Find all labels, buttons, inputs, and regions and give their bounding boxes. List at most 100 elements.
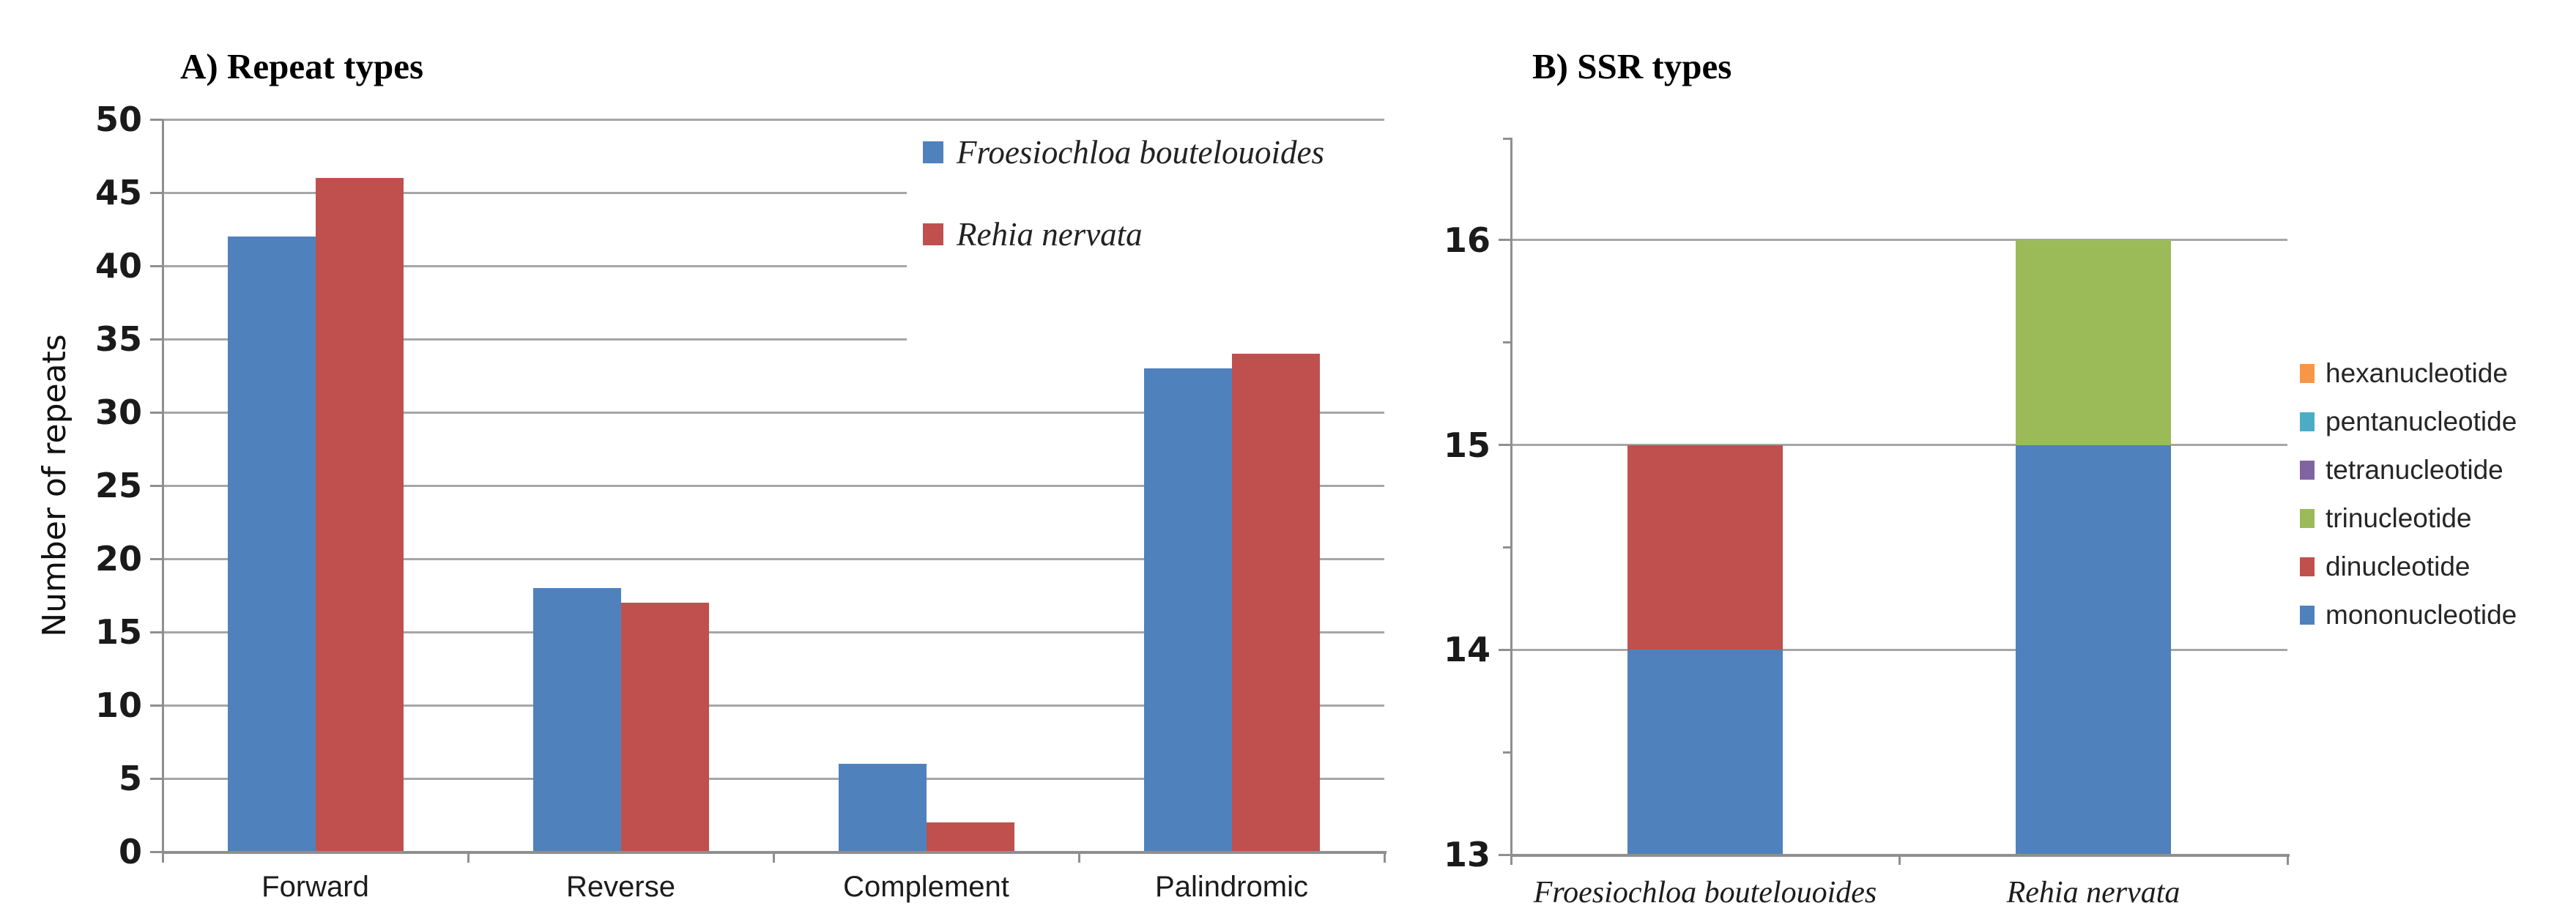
legend-item-pentanucleotide: pentanucleotide xyxy=(2300,406,2576,438)
legend-item-tetranucleotide: tetranucleotide xyxy=(2300,454,2576,486)
y-tick-label-14: 14 xyxy=(1443,630,1491,670)
x-tick-boundary-1 xyxy=(1898,855,1901,865)
legend-item-froesiochloa-boutelouoides: Froesiochloa boutelouoides xyxy=(923,132,1324,173)
y-axis-line xyxy=(1510,138,1512,858)
plot-area-ssr-types: 13 14 15 16 Froesiochloa boutelouoides Rehia … xyxy=(1444,138,2290,910)
y-tick-25 xyxy=(150,484,163,487)
y-axis-line xyxy=(162,119,164,855)
y-tick-label-25: 25 xyxy=(94,466,142,505)
x-category-label-rehia-nervata: Rehia nervata xyxy=(2006,876,2180,910)
legend-ssr-types: hexanucleotide pentanucleotide tetranucleo… xyxy=(2300,357,2576,647)
y-tick-label-0: 0 xyxy=(118,832,142,871)
legend-item-rehia-nervata: Rehia nervata xyxy=(923,214,1143,255)
x-tick-boundary-3 xyxy=(1077,852,1080,863)
x-tick-boundary-1 xyxy=(467,852,469,863)
y-tick-label-5: 5 xyxy=(118,759,142,798)
legend-swatch-rehia-nervata xyxy=(923,223,943,245)
y-tick-label-40: 40 xyxy=(94,246,142,286)
gridline-25 xyxy=(163,484,1384,487)
legend-label-hexanucleotide: hexanucleotide xyxy=(2326,358,2508,388)
y-tick-40 xyxy=(150,264,163,267)
bar-palindromic-rehia-nervata xyxy=(1231,354,1320,852)
gridline-14 xyxy=(1511,648,2287,651)
y-tick-45 xyxy=(150,191,163,194)
y-tick-label-20: 20 xyxy=(94,539,142,579)
legend-swatch-trinucleotide xyxy=(2300,509,2315,528)
bar-segment-froesiochloa-boutelouoides-dinucleotide xyxy=(1627,445,1783,650)
gridline-5 xyxy=(163,777,1384,780)
y-tick-label-45: 45 xyxy=(94,173,142,212)
legend-label-froesiochloa-boutelouoides: Froesiochloa boutelouoides xyxy=(957,134,1325,171)
y-tick-15 xyxy=(150,631,163,633)
gridline-30 xyxy=(163,411,1384,414)
gridline-15 xyxy=(1511,444,2287,447)
bar-reverse-froesiochloa-boutelouoides xyxy=(532,588,621,852)
legend-label-dinucleotide: dinucleotide xyxy=(2326,551,2471,581)
legend-swatch-dinucleotide xyxy=(2300,557,2315,576)
bar-segment-rehia-nervata-mononucleotide xyxy=(2016,445,2171,855)
x-tick-boundary-4 xyxy=(1383,852,1386,863)
bar-segment-froesiochloa-boutelouoides-mononucleotide xyxy=(1627,650,1783,855)
x-category-label-froesiochloa-boutelouoides: Froesiochloa boutelouoides xyxy=(1533,876,1877,910)
legend-swatch-mononucleotide xyxy=(2300,606,2315,625)
x-tick-boundary-2 xyxy=(772,852,775,863)
legend-item-dinucleotide: dinucleotide xyxy=(2300,551,2576,583)
legend-swatch-pentanucleotide xyxy=(2300,412,2315,431)
y-tick-label-15: 15 xyxy=(1443,425,1491,465)
legend-swatch-tetranucleotide xyxy=(2300,461,2315,480)
y-minor-tick-15-5 xyxy=(1503,341,1511,344)
bar-forward-rehia-nervata xyxy=(315,178,404,852)
legend-swatch-hexanucleotide xyxy=(2300,364,2315,383)
y-tick-35 xyxy=(150,338,163,341)
y-tick-label-16: 16 xyxy=(1443,220,1491,260)
y-tick-label-35: 35 xyxy=(94,319,142,359)
y-tick-30 xyxy=(150,411,163,414)
panel-b-title: B) SSR types xyxy=(1532,46,1732,86)
y-tick-label-13: 13 xyxy=(1443,835,1491,874)
gridline-40 xyxy=(163,264,1384,267)
y-minor-tick-14-5 xyxy=(1503,546,1511,549)
legend-label-tetranucleotide: tetranucleotide xyxy=(2326,455,2503,485)
y-tick-label-15: 15 xyxy=(94,612,142,652)
x-category-label-reverse: Reverse xyxy=(566,871,675,903)
gridline-45 xyxy=(163,191,1384,194)
legend-label-pentanucleotide: pentanucleotide xyxy=(2326,406,2517,436)
panel-a-title: A) Repeat types xyxy=(180,46,424,86)
x-category-label-forward: Forward xyxy=(261,871,369,903)
x-tick-boundary-0 xyxy=(1510,855,1512,865)
y-tick-16 xyxy=(1499,239,1511,242)
bar-reverse-rehia-nervata xyxy=(620,603,709,852)
y-minor-tick-13-5 xyxy=(1503,751,1511,754)
legend-swatch-froesiochloa-boutelouoides xyxy=(923,141,943,163)
gridline-35 xyxy=(163,338,1384,341)
x-category-label-palindromic: Palindromic xyxy=(1155,871,1308,903)
bar-palindromic-froesiochloa-boutelouoides xyxy=(1143,368,1232,852)
y-tick-15 xyxy=(1499,444,1511,447)
y-tick-10 xyxy=(150,704,163,707)
y-axis-top-cap xyxy=(1503,138,1511,140)
y-tick-label-50: 50 xyxy=(94,100,142,139)
y-tick-14 xyxy=(1499,648,1511,651)
bar-complement-froesiochloa-boutelouoides xyxy=(838,764,927,852)
y-tick-20 xyxy=(150,557,163,560)
x-tick-boundary-2 xyxy=(2286,855,2289,865)
legend-label-rehia-nervata: Rehia nervata xyxy=(957,216,1143,253)
bar-forward-froesiochloa-boutelouoides xyxy=(227,237,316,852)
legend-item-trinucleotide: trinucleotide xyxy=(2300,502,2576,535)
legend-item-hexanucleotide: hexanucleotide xyxy=(2300,357,2576,390)
y-tick-50 xyxy=(150,118,163,121)
y-tick-label-10: 10 xyxy=(94,685,142,725)
plot-area-repeat-types: 0 5 10 15 20 25 30 35 40 45 50 Forward Reverse Comple… xyxy=(95,100,1387,903)
gridline-16 xyxy=(1511,239,2287,242)
y-tick-5 xyxy=(150,777,163,780)
x-tick-boundary-0 xyxy=(161,852,164,863)
y-tick-0 xyxy=(150,850,163,853)
legend-repeat-types: Froesiochloa boutelouoides Rehia nervata xyxy=(907,122,1384,341)
gridline-15 xyxy=(163,631,1384,633)
legend-item-mononucleotide: mononucleotide xyxy=(2300,599,2576,631)
gridline-50 xyxy=(163,118,1384,121)
y-tick-label-30: 30 xyxy=(94,393,142,432)
bar-segment-rehia-nervata-trinucleotide xyxy=(2016,239,2171,445)
y-tick-13 xyxy=(1499,853,1511,856)
